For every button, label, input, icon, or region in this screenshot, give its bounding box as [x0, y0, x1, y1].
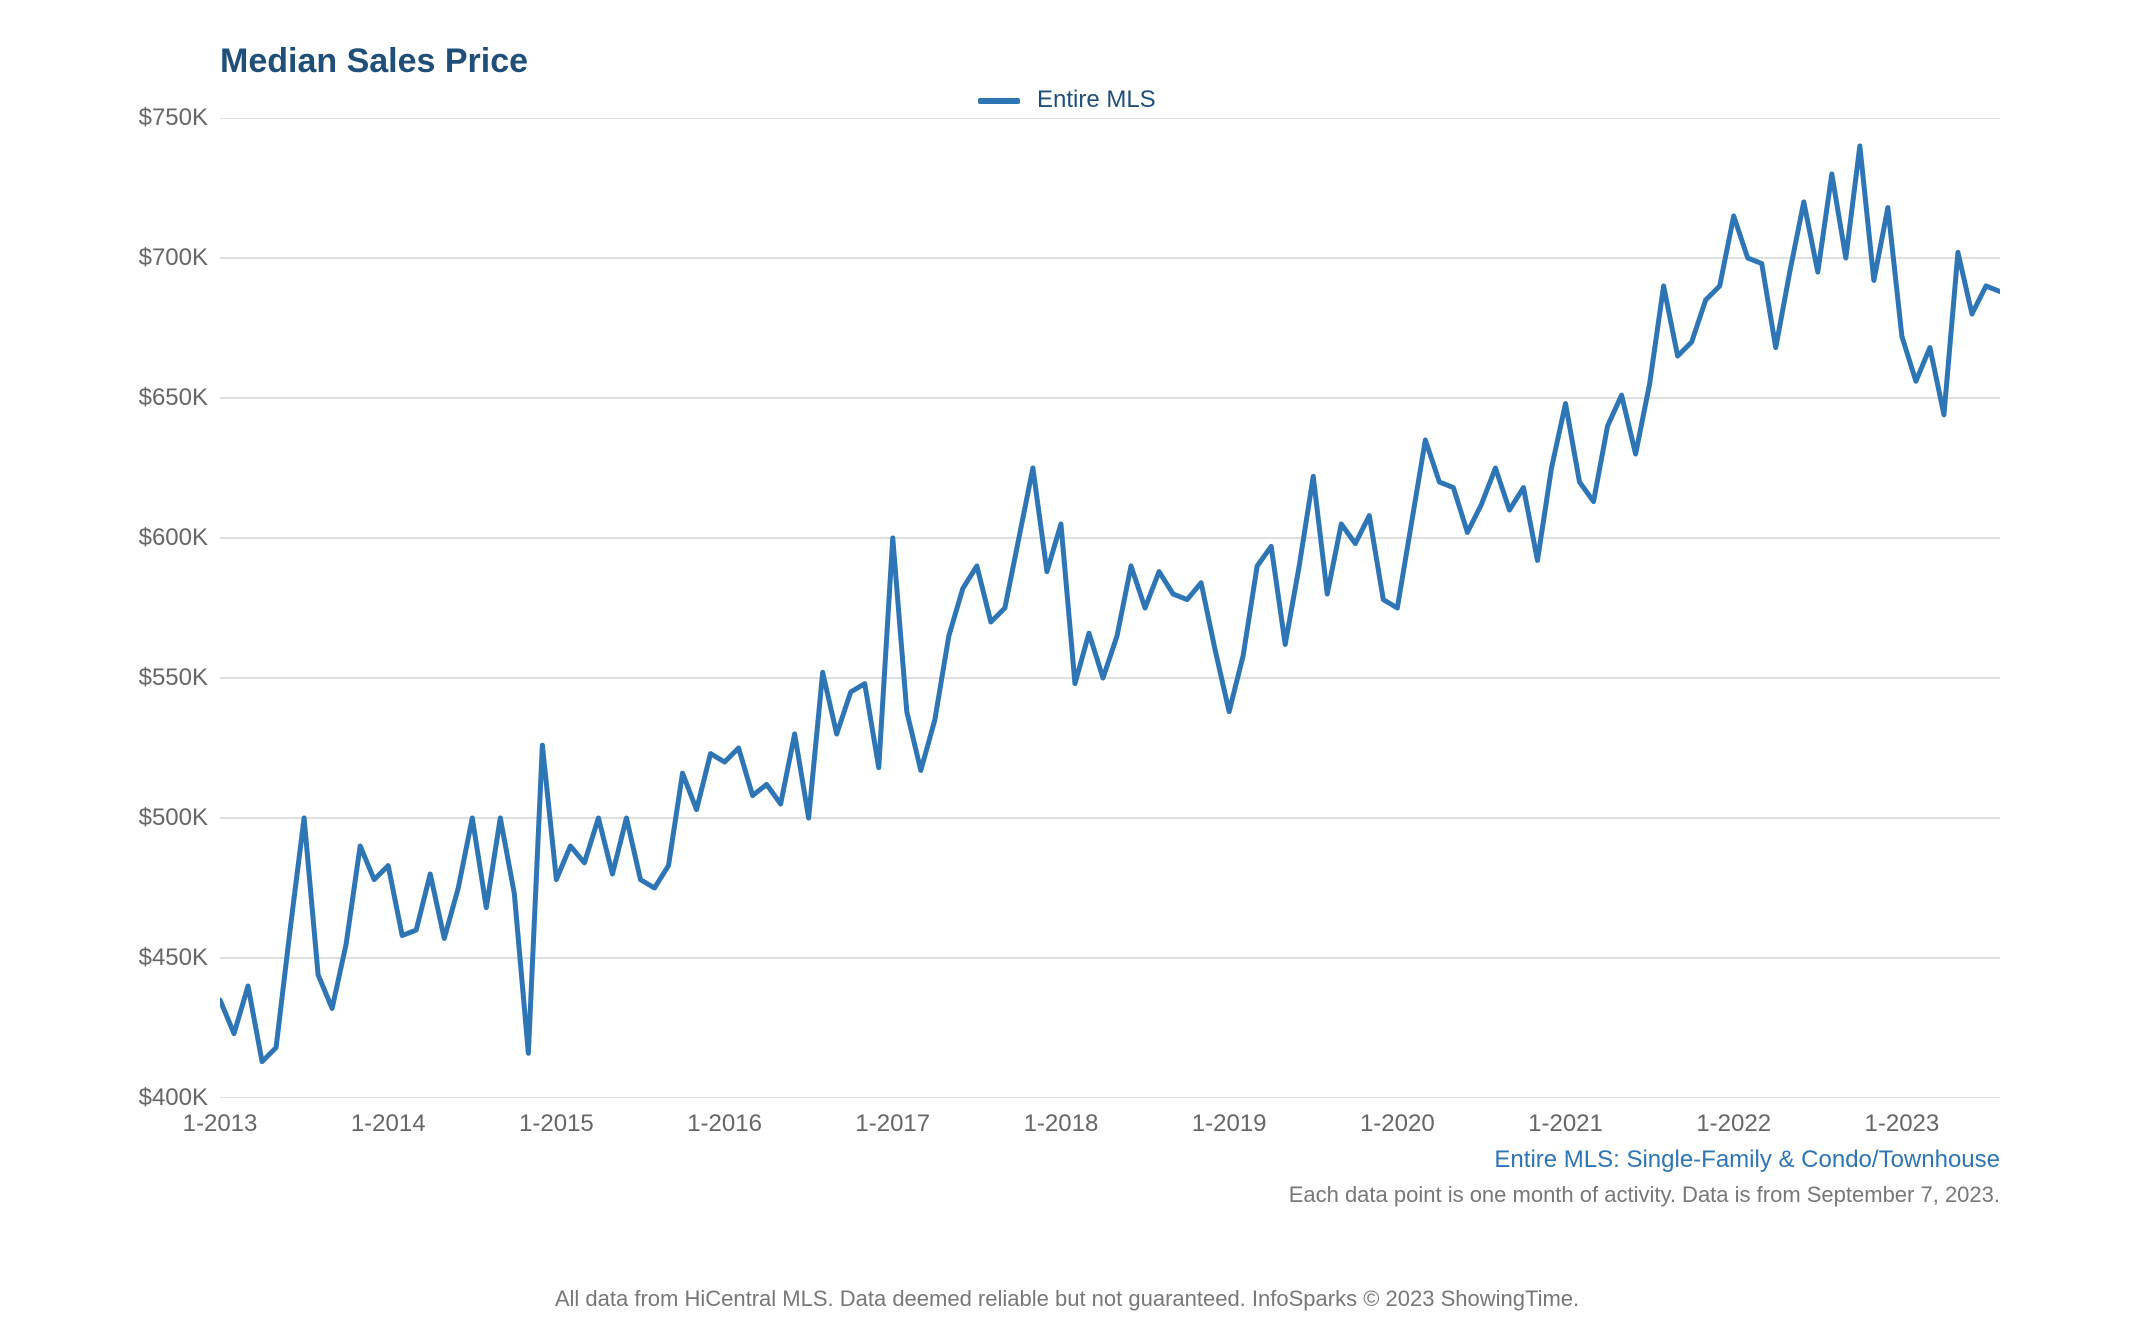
x-tick-label: 1-2018 — [1024, 1110, 1099, 1138]
x-tick-label: 1-2020 — [1360, 1110, 1435, 1138]
x-tick-label: 1-2016 — [687, 1110, 762, 1138]
x-tick-label: 1-2015 — [519, 1110, 594, 1138]
y-tick-label: $500K — [139, 804, 208, 832]
footer-attribution: All data from HiCentral MLS. Data deemed… — [0, 1286, 2134, 1312]
chart-subtitle-note: Each data point is one month of activity… — [1289, 1182, 2000, 1208]
y-tick-label: $700K — [139, 244, 208, 272]
x-tick-label: 1-2023 — [1865, 1110, 1940, 1138]
legend-swatch — [978, 98, 1020, 104]
legend-label: Entire MLS — [1037, 86, 1156, 113]
x-tick-label: 1-2021 — [1528, 1110, 1603, 1138]
y-tick-label: $450K — [139, 944, 208, 972]
y-tick-label: $650K — [139, 384, 208, 412]
y-tick-label: $400K — [139, 1084, 208, 1112]
gridlines — [220, 118, 2000, 1098]
x-tick-label: 1-2014 — [351, 1110, 426, 1138]
chart-subtitle-filter: Entire MLS: Single-Family & Condo/Townho… — [1494, 1146, 2000, 1174]
y-tick-label: $600K — [139, 524, 208, 552]
legend: Entire MLS — [0, 86, 2134, 114]
y-tick-label: $750K — [139, 104, 208, 132]
x-tick-label: 1-2022 — [1696, 1110, 1771, 1138]
x-tick-label: 1-2013 — [183, 1110, 258, 1138]
line-series-entire-mls — [220, 146, 2000, 1062]
x-tick-label: 1-2019 — [1192, 1110, 1267, 1138]
x-tick-label: 1-2017 — [855, 1110, 930, 1138]
plot-area: $400K$450K$500K$550K$600K$650K$700K$750K… — [220, 118, 2000, 1098]
chart-title: Median Sales Price — [220, 42, 528, 81]
y-tick-label: $550K — [139, 664, 208, 692]
